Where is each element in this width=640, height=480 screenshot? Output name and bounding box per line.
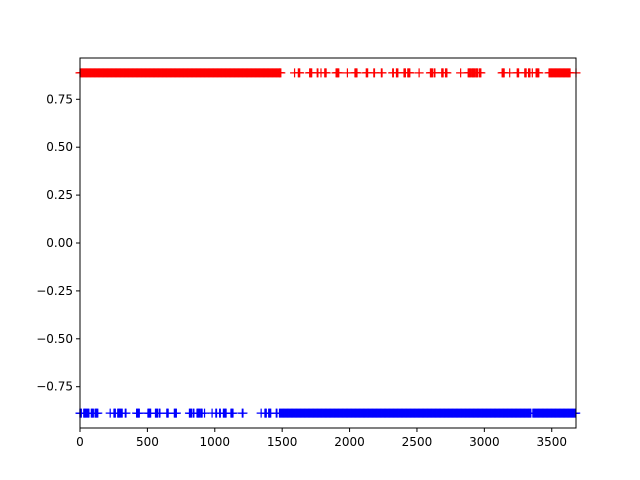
x-tick-label: 3000: [469, 435, 500, 449]
y-tick-label: 0.25: [46, 188, 73, 202]
red-series-point: [414, 68, 424, 78]
blue-series-point: [272, 408, 282, 418]
y-tick-label: 0.00: [46, 236, 73, 250]
x-tick-label: 2500: [402, 435, 433, 449]
blue-series-point: [228, 408, 238, 418]
y-tick-label: 0.50: [46, 140, 73, 154]
blue-series-point: [238, 408, 248, 418]
x-tick-label: 500: [136, 435, 159, 449]
plot-frame: [79, 57, 577, 429]
red-series-point: [505, 68, 515, 78]
red-series-point: [405, 68, 415, 78]
red-series-point: [534, 68, 544, 78]
red-series-point: [352, 68, 362, 78]
red-series-point: [476, 68, 486, 78]
y-tick-label: −0.75: [36, 380, 73, 394]
blue-series-point: [171, 408, 181, 418]
x-axis: 0 500 1000 1500 2000 2500 3000 3500: [76, 428, 567, 449]
red-series-point: [276, 68, 286, 78]
red-series-point: [377, 68, 387, 78]
y-axis: 0.75 0.50 0.25 0.00 −0.25 −0.50 −0.75: [36, 92, 80, 394]
plot-marks: [75, 68, 581, 418]
y-tick-label: −0.25: [36, 284, 73, 298]
x-tick-label: 3500: [536, 435, 567, 449]
blue-series-point: [200, 408, 210, 418]
x-tick-label: 1000: [200, 435, 231, 449]
blue-series-point: [134, 408, 144, 418]
y-tick-label: 0.75: [46, 92, 73, 106]
red-series-point: [321, 68, 331, 78]
blue-series-point: [93, 408, 103, 418]
y-tick-label: −0.50: [36, 332, 73, 346]
x-tick-label: 0: [76, 435, 84, 449]
x-tick-label: 2000: [334, 435, 365, 449]
red-series-point: [442, 68, 452, 78]
blue-series-point: [121, 408, 131, 418]
blue-series-point: [526, 408, 536, 418]
x-tick-label: 1500: [267, 435, 298, 449]
red-series-point: [342, 68, 352, 78]
red-series-point: [456, 68, 466, 78]
red-series-point: [295, 68, 305, 78]
red-series-point: [334, 68, 344, 78]
